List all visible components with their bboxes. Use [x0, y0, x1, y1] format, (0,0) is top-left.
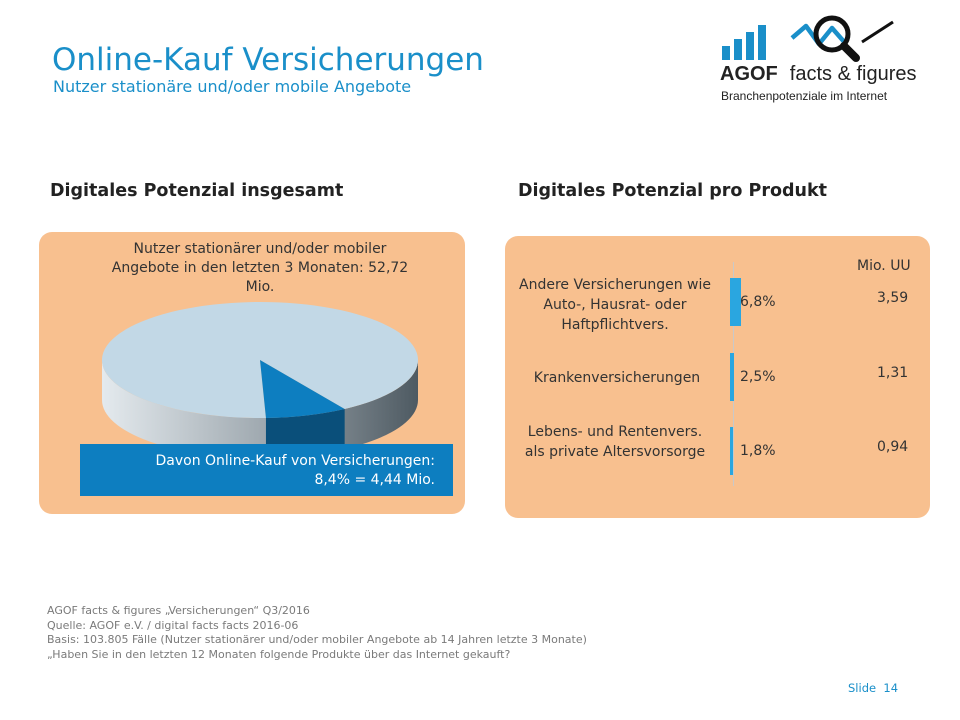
- footer-line3: Basis: 103.805 Fälle (Nutzer stationärer…: [47, 633, 587, 646]
- bar-category-label-1: Krankenversicherungen: [533, 370, 701, 386]
- bar-value-label-1: 2,5%: [740, 369, 776, 385]
- pie-slice-online-kauf: [260, 360, 345, 418]
- logo-brand: AGOF: [720, 63, 778, 85]
- pie-chart: [101, 302, 419, 458]
- bar-1: [730, 353, 734, 401]
- agof-logo-icon: [722, 15, 894, 62]
- bar-2: [730, 427, 733, 475]
- right-panel: [505, 236, 930, 518]
- bar-category-label-0: Andere Versicherungen wie Auto-, Hausrat…: [519, 277, 711, 333]
- unit-header: Mio. UU: [857, 258, 911, 274]
- mio-uu-value-1: 1,31: [877, 365, 909, 381]
- footer-line2: Quelle: AGOF e.V. / digital facts facts …: [47, 618, 299, 632]
- page-title: Online-Kauf Versicherungen: [52, 42, 484, 78]
- mio-uu-value-2: 0,94: [877, 439, 909, 455]
- logo-product: facts & figures: [789, 63, 917, 85]
- footer-line4: „Haben Sie in den letzten 12 Monaten fol…: [47, 647, 511, 661]
- bar-category-label-2: Lebens- und Rentenvers. als private Alte…: [524, 424, 706, 460]
- footer-notes: AGOF facts & figures „Versicherungen“ Q3…: [47, 604, 587, 662]
- slide-num: 14: [883, 681, 899, 695]
- pie-top-text: Nutzer stationärer und/oder mobiler Ange…: [111, 241, 409, 295]
- bar-0: [730, 278, 741, 326]
- pie-box-line1: Davon Online-Kauf von Versicherungen:: [155, 453, 435, 469]
- mio-uu-value-0: 3,59: [877, 290, 909, 306]
- slide-number: Slide 14: [848, 681, 898, 695]
- right-section-heading: Digitales Potenzial pro Produkt: [518, 181, 827, 201]
- bar-value-label-2: 1,8%: [740, 443, 776, 459]
- left-section-heading: Digitales Potenzial insgesamt: [50, 181, 344, 201]
- footer-line1: AGOF facts & figures „Versicherungen“ Q3…: [47, 604, 310, 617]
- logo-tagline: Branchenpotenziale im Internet: [721, 89, 888, 103]
- page-subtitle: Nutzer stationäre und/oder mobile Angebo…: [53, 77, 412, 96]
- bar-value-label-0: 6,8%: [740, 294, 776, 310]
- slide-label: Slide: [848, 681, 877, 695]
- logo-text: AGOF facts & figures: [720, 63, 917, 86]
- pie-box-line2: 8,4% = 4,44 Mio.: [314, 472, 435, 488]
- pie-result-box: Davon Online-Kauf von Versicherungen: 8,…: [80, 444, 453, 496]
